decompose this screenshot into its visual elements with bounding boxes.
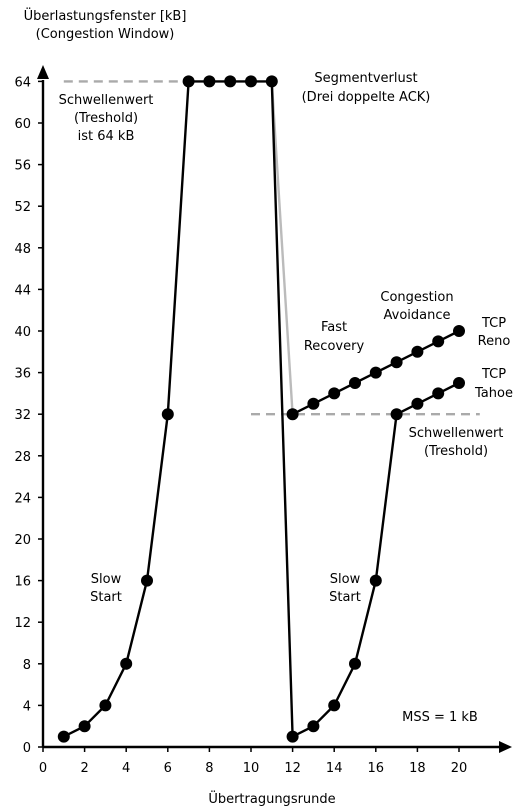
- x-tick-label-6: 6: [164, 761, 172, 776]
- x-tick-label-4: 4: [122, 761, 130, 776]
- annotation-congestion-avoidance-line1: Congestion: [380, 290, 453, 305]
- annotation-fast-recovery-line2: Recovery: [304, 339, 365, 354]
- annotation-threshold64-line1: Schwellenwert: [59, 93, 154, 108]
- y-tick-label-24: 24: [14, 491, 31, 506]
- series-1-point-4: [369, 366, 382, 379]
- series-0-point-17: [411, 397, 424, 410]
- y-tick-label-12: 12: [14, 616, 31, 631]
- series-0-point-11: [286, 730, 299, 743]
- annotation-threshold32-line2: (Treshold): [424, 444, 488, 459]
- series-0-point-1: [78, 720, 91, 733]
- series-0-point-0: [57, 730, 70, 743]
- y-tick-label-36: 36: [14, 367, 31, 382]
- annotation-threshold64-line2: (Treshold): [74, 111, 138, 126]
- series-0-point-6: [182, 75, 195, 88]
- series-1-point-0: [286, 408, 299, 421]
- y-tick-label-44: 44: [14, 283, 31, 298]
- series-0-point-10: [265, 75, 278, 88]
- tick-layer: 0 2 4 6 8 10 12 14 16 18 2004812162024283236404448…: [14, 75, 467, 776]
- y-tick-label-64: 64: [14, 75, 31, 90]
- y-tick-label-60: 60: [14, 117, 31, 132]
- series-1-point-5: [390, 356, 403, 369]
- x-axis-title: Übertragungsrunde: [208, 790, 335, 807]
- x-tick-label-8: 8: [205, 761, 213, 776]
- y-tick-label-16: 16: [14, 575, 31, 590]
- annotation-slow-start-1-line1: Slow: [91, 572, 122, 587]
- series-line-0: [63, 80, 460, 738]
- axis-layer: Überlastungsfenster [kB] (Congestion Win…: [24, 7, 512, 807]
- x-axis-arrow: [499, 741, 512, 753]
- series-0-point-7: [203, 75, 216, 88]
- series-layer: [57, 75, 465, 743]
- series-0-point-12: [307, 720, 320, 733]
- series-1-point-3: [349, 377, 361, 389]
- annotation-slow-start-2-line1: Slow: [330, 572, 361, 587]
- series-0-point-13: [328, 699, 341, 712]
- y-tick-label-28: 28: [14, 450, 31, 465]
- series-0-point-19: [453, 377, 465, 389]
- x-tick-label-16: 16: [368, 761, 385, 776]
- y-axis-arrow: [37, 65, 49, 79]
- annotation-tcp-reno-line2: Reno: [478, 334, 511, 349]
- y-axis-subtitle: (Congestion Window): [36, 27, 175, 42]
- annotation-segment-loss-line2: (Drei doppelte ACK): [302, 90, 431, 105]
- y-tick-label-4: 4: [23, 699, 31, 714]
- x-tick-label-2: 2: [80, 761, 88, 776]
- series-1-point-2: [328, 387, 341, 400]
- y-tick-label-48: 48: [14, 242, 31, 257]
- y-tick-label-52: 52: [14, 200, 31, 215]
- series-1-point-6: [411, 345, 424, 358]
- annotation-layer: Schwellenwert (Treshold) ist 64 kB Segme…: [59, 71, 513, 725]
- annotation-tcp-reno-line1: TCP: [481, 316, 506, 331]
- annotation-threshold32-line1: Schwellenwert: [409, 426, 504, 441]
- annotation-tcp-tahoe-line1: TCP: [481, 367, 506, 382]
- series-0-point-3: [120, 657, 133, 670]
- x-tick-label-0: 0: [39, 761, 47, 776]
- series-0-point-15: [369, 574, 382, 587]
- series-1-point-7: [432, 335, 445, 348]
- y-tick-label-40: 40: [14, 325, 31, 340]
- annotation-mss: MSS = 1 kB: [402, 710, 478, 725]
- annotation-tcp-tahoe-line2: Tahoe: [474, 386, 513, 401]
- series-1-point-8: [453, 325, 465, 337]
- series-0-point-14: [349, 657, 361, 670]
- series-0-point-5: [161, 408, 174, 421]
- x-tick-label-10: 10: [243, 761, 260, 776]
- annotation-slow-start-1-line2: Start: [90, 590, 122, 605]
- series-1-point-1: [307, 397, 320, 410]
- x-tick-label-14: 14: [326, 761, 343, 776]
- y-axis-title: Überlastungsfenster [kB]: [24, 7, 187, 24]
- series-0-point-8: [224, 75, 237, 88]
- series-0-point-2: [99, 699, 112, 712]
- x-tick-label-12: 12: [284, 761, 301, 776]
- y-tick-label-32: 32: [14, 408, 31, 423]
- series-0-point-9: [245, 75, 257, 88]
- y-tick-label-20: 20: [14, 533, 31, 548]
- fast-recovery-connector: [270, 81, 294, 415]
- y-tick-label-0: 0: [23, 741, 31, 756]
- y-tick-label-8: 8: [23, 658, 31, 673]
- annotation-segment-loss-line1: Segmentverlust: [314, 71, 417, 86]
- annotation-congestion-avoidance-line2: Avoidance: [384, 308, 451, 323]
- annotation-slow-start-2-line2: Start: [329, 590, 361, 605]
- x-tick-label-20: 20: [451, 761, 468, 776]
- y-tick-label-56: 56: [14, 159, 31, 174]
- series-0-point-16: [390, 408, 403, 421]
- series-0-point-4: [141, 574, 153, 587]
- annotation-fast-recovery-line1: Fast: [321, 320, 347, 335]
- x-tick-label-18: 18: [409, 761, 426, 776]
- annotation-threshold64-line3: ist 64 kB: [78, 129, 135, 144]
- series-0-point-18: [432, 387, 445, 400]
